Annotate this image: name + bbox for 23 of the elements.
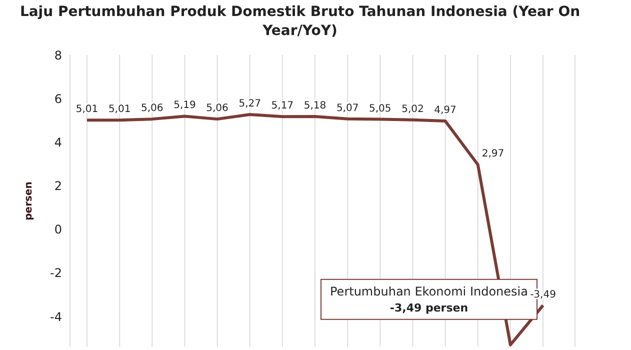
annotation: Pertumbuhan Ekonomi Indonesia -3,49 persen — [330, 284, 528, 314]
y-tick-label: 0 — [54, 222, 62, 237]
data-label: 5,02 — [402, 104, 424, 115]
data-label: 5,27 — [238, 98, 261, 110]
data-label: 5,18 — [304, 100, 326, 112]
data-label: 5,19 — [174, 100, 196, 112]
y-tick-label: 2 — [54, 179, 62, 194]
y-axis-title: persen — [24, 182, 35, 220]
y-tick-label: 4 — [54, 135, 62, 150]
data-label: 5,06 — [206, 103, 228, 114]
data-label: 5,01 — [108, 104, 131, 116]
chart-title: Laju Pertumbuhan Produk Domestik Bruto Tahunan Indonesia (Year On Year/YoY) — [18, 3, 582, 41]
data-label: 5,17 — [271, 100, 294, 112]
y-tick-label: 6 — [54, 92, 62, 106]
y-tick-label: -4 — [50, 310, 62, 324]
data-label: 5,06 — [141, 103, 164, 114]
y-tick-label: 8 — [54, 48, 62, 62]
data-label: 4,97 — [434, 105, 456, 116]
y-tick-label: -2 — [50, 266, 62, 280]
data-label: 5,05 — [369, 103, 392, 114]
data-label: 5,07 — [336, 102, 359, 114]
data-label: 2,97 — [482, 148, 504, 160]
data-label: 5,01 — [76, 104, 98, 116]
